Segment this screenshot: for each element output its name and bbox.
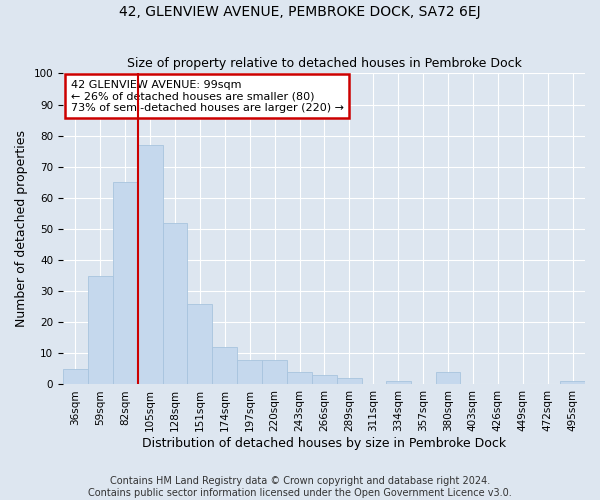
Bar (212, 347, 237, 385)
Bar (113, 182, 137, 384)
Bar (187, 304, 212, 384)
Bar (386, 382, 410, 384)
Bar (237, 360, 262, 384)
Bar (262, 360, 287, 384)
Bar (63, 369, 88, 384)
Bar (287, 372, 312, 384)
Bar (436, 372, 460, 384)
Text: Contains HM Land Registry data © Crown copyright and database right 2024.
Contai: Contains HM Land Registry data © Crown c… (88, 476, 512, 498)
Bar (137, 145, 163, 384)
Bar (163, 222, 187, 384)
Text: 42 GLENVIEW AVENUE: 99sqm
← 26% of detached houses are smaller (80)
73% of semi-: 42 GLENVIEW AVENUE: 99sqm ← 26% of detac… (71, 80, 344, 113)
X-axis label: Distribution of detached houses by size in Pembroke Dock: Distribution of detached houses by size … (142, 437, 506, 450)
Bar (312, 375, 337, 384)
Bar (88, 276, 113, 384)
Bar (337, 378, 362, 384)
Title: Size of property relative to detached houses in Pembroke Dock: Size of property relative to detached ho… (127, 56, 521, 70)
Bar (560, 382, 585, 384)
Y-axis label: Number of detached properties: Number of detached properties (15, 130, 28, 328)
Text: 42, GLENVIEW AVENUE, PEMBROKE DOCK, SA72 6EJ: 42, GLENVIEW AVENUE, PEMBROKE DOCK, SA72… (119, 5, 481, 19)
